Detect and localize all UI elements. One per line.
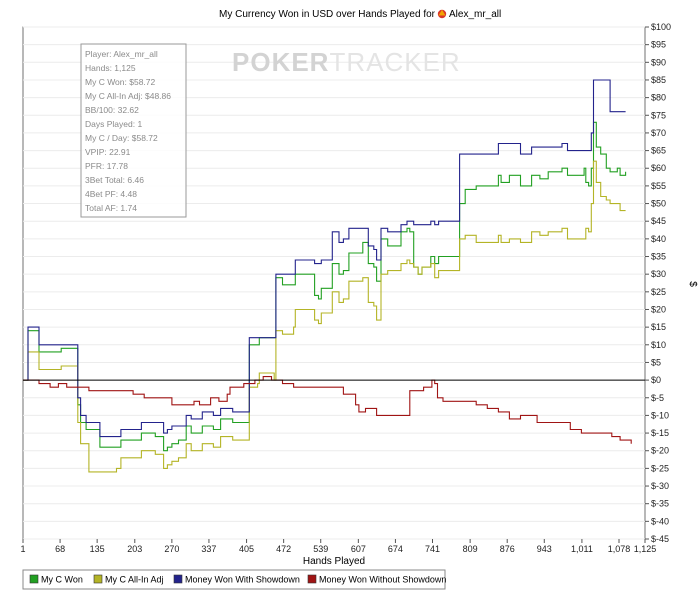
x-tick-label: 876 xyxy=(500,544,515,554)
y-tick-label: $60 xyxy=(651,163,666,173)
chart-title: My Currency Won in USD over Hands Played… xyxy=(219,9,501,20)
series-line-2 xyxy=(23,160,626,473)
player-flag-icon xyxy=(437,9,447,19)
y-tick-label: $5 xyxy=(651,357,661,367)
x-tick-label: 674 xyxy=(388,544,403,554)
watermark-part-2: TRACKER xyxy=(329,47,460,77)
y-tick-label: $40 xyxy=(651,234,666,244)
y-tick-label: $75 xyxy=(651,110,666,120)
y-tick-label: $55 xyxy=(651,181,666,191)
legend-label: My C All-In Adj xyxy=(105,575,164,585)
x-tick-label: 539 xyxy=(313,544,328,554)
y-tick-label: $15 xyxy=(651,322,666,332)
legend-swatch xyxy=(29,574,39,584)
legend-swatch xyxy=(307,574,317,584)
x-tick-label: 1,125 xyxy=(634,544,657,554)
stats-line: PFR: 17.78 xyxy=(85,161,128,171)
stats-line: My C All-In Adj: $48.86 xyxy=(85,91,171,101)
legend-swatch xyxy=(173,574,183,584)
stats-line: Total AF: 1.74 xyxy=(85,203,137,213)
y-tick-label: $10 xyxy=(651,340,666,350)
stats-line: Days Played: 1 xyxy=(85,119,142,129)
y-tick-label: $-45 xyxy=(651,534,669,544)
y-tick-label: $80 xyxy=(651,93,666,103)
legend-swatch xyxy=(93,574,103,584)
legend-item-3[interactable]: Money Won With Showdown xyxy=(173,574,300,585)
x-tick-label: 203 xyxy=(127,544,142,554)
series-line-3 xyxy=(23,79,626,438)
stats-line: Player: Alex_mr_all xyxy=(85,49,158,59)
x-tick-label: 607 xyxy=(351,544,366,554)
stats-line: 3Bet Total: 6.46 xyxy=(85,175,144,185)
y-axis: $100 $95 $90 $85 $80 $75 $70 $65 $60 $55 $50 $45 $40… xyxy=(645,22,671,544)
x-tick-label: 1,078 xyxy=(608,544,631,554)
y-tick-label: $-5 xyxy=(651,393,664,403)
x-tick-label: 809 xyxy=(463,544,478,554)
y-tick-label: $-35 xyxy=(651,499,669,509)
y-tick-label: $65 xyxy=(651,146,666,156)
stats-line: Hands: 1,125 xyxy=(85,63,136,73)
legend-label: My C Won xyxy=(41,575,83,585)
y-tick-label: $50 xyxy=(651,199,666,209)
y-tick-label: $-20 xyxy=(651,446,669,456)
stats-line: 4Bet PF: 4.48 xyxy=(85,189,137,199)
x-tick-label: 68 xyxy=(55,544,65,554)
x-tick-label: 1 xyxy=(20,544,25,554)
y-tick-label: $-15 xyxy=(651,428,669,438)
y-tick-label: $25 xyxy=(651,287,666,297)
y-axis-label: $ xyxy=(687,281,698,287)
series-lines xyxy=(23,79,632,473)
x-axis: 1 68 135 203 270 337 405 472 539 607 674 741 809 876 9… xyxy=(20,539,656,554)
y-tick-label: $70 xyxy=(651,128,666,138)
x-tick-label: 472 xyxy=(276,544,291,554)
y-tick-label: $30 xyxy=(651,269,666,279)
x-tick-label: 337 xyxy=(201,544,216,554)
y-tick-label: $100 xyxy=(651,22,671,32)
watermark-part-1: POKER xyxy=(232,47,329,77)
stats-line: BB/100: 32.62 xyxy=(85,105,139,115)
x-tick-label: 405 xyxy=(239,544,254,554)
y-tick-label: $20 xyxy=(651,304,666,314)
legend-item-4[interactable]: Money Won Without Showdown xyxy=(307,574,446,585)
x-axis-label: Hands Played xyxy=(303,556,365,567)
svg-text:POKERTRACKER: POKERTRACKER xyxy=(232,47,461,77)
x-tick-label: 1,011 xyxy=(571,544,593,554)
x-tick-label: 741 xyxy=(425,544,440,554)
y-tick-label: $-25 xyxy=(651,463,669,473)
y-tick-label: $90 xyxy=(651,57,666,67)
y-tick-label: $95 xyxy=(651,40,666,50)
y-tick-label: $35 xyxy=(651,252,666,262)
y-tick-label: $45 xyxy=(651,216,666,226)
legend-item-1[interactable]: My C Won xyxy=(29,574,83,585)
y-tick-label: $0 xyxy=(651,375,661,385)
chart-player-name: Alex_mr_all xyxy=(449,9,501,20)
y-tick-label: $-40 xyxy=(651,516,669,526)
legend-item-2[interactable]: My C All-In Adj xyxy=(93,574,164,585)
legend-label: Money Won Without Showdown xyxy=(319,575,446,585)
series-line-4 xyxy=(23,376,632,444)
legend-label: Money Won With Showdown xyxy=(185,575,300,585)
stats-line: VPIP: 22.91 xyxy=(85,147,131,157)
legend xyxy=(22,569,446,590)
watermark: POKERTRACKER xyxy=(232,47,461,77)
series-line-1 xyxy=(23,121,627,452)
stats-line: My C / Day: $58.72 xyxy=(85,133,158,143)
x-tick-label: 270 xyxy=(164,544,179,554)
stats-box: Player: Alex_mr_all Hands: 1,125 My C Won:… xyxy=(80,43,187,218)
y-tick-label: $-30 xyxy=(651,481,669,491)
y-tick-label: $85 xyxy=(651,75,666,85)
x-tick-label: 943 xyxy=(537,544,552,554)
stats-line: My C Won: $58.72 xyxy=(85,77,156,87)
y-tick-label: $-10 xyxy=(651,410,669,420)
x-tick-label: 135 xyxy=(90,544,105,554)
chart-title-text: My Currency Won in USD over Hands Played… xyxy=(219,9,436,20)
